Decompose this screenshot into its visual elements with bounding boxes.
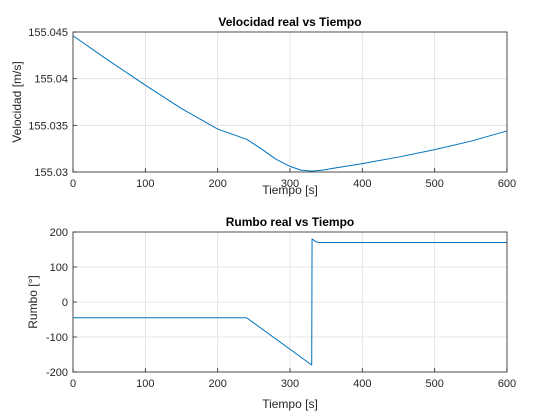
heading-ylabel: Rumbo [°] — [26, 275, 40, 328]
heading-xtick-label: 100 — [136, 378, 154, 390]
velocity-plot: 0 100 200 300 400 500 600155.03155.035155.0415… — [10, 15, 516, 197]
velocity-ytick-label: 155.045 — [28, 27, 68, 39]
heading-xtick-label: 0 — [70, 378, 76, 390]
velocity-xtick-label: 600 — [498, 178, 516, 190]
velocity-title: Velocidad real vs Tiempo — [218, 15, 361, 29]
velocity-xtick-label: 400 — [353, 178, 371, 190]
heading-ytick-label: 100 — [50, 262, 68, 274]
velocity-ytick-label: 155.04 — [34, 74, 68, 86]
heading-xlabel: Tiempo [s] — [262, 397, 318, 411]
heading-ytick-label: 200 — [50, 227, 68, 239]
heading-xtick-label: 600 — [498, 378, 516, 390]
velocity-xtick-label: 500 — [425, 178, 443, 190]
velocity-xtick-label: 0 — [70, 178, 76, 190]
velocity-ytick-label: 155.03 — [34, 167, 68, 179]
velocity-xlabel: Tiempo [s] — [262, 183, 318, 197]
velocity-xtick-label: 200 — [208, 178, 226, 190]
velocity-ytick-label: 155.035 — [28, 120, 68, 132]
heading-title: Rumbo real vs Tiempo — [226, 215, 354, 229]
heading-ytick-label: -200 — [46, 367, 68, 379]
velocity-xtick-label: 100 — [136, 178, 154, 190]
heading-xtick-label: 500 — [425, 378, 443, 390]
velocity-ylabel: Velocidad [m/s] — [10, 61, 24, 142]
heading-ytick-label: -100 — [46, 332, 68, 344]
heading-plot: 0 100 200 300 400 500 600 -200 -100 0 100 200 Rumbo… — [26, 215, 516, 411]
heading-xtick-label: 400 — [353, 378, 371, 390]
heading-ytick-label: 0 — [62, 297, 68, 309]
heading-xtick-label: 200 — [208, 378, 226, 390]
heading-xtick-label: 300 — [281, 378, 299, 390]
